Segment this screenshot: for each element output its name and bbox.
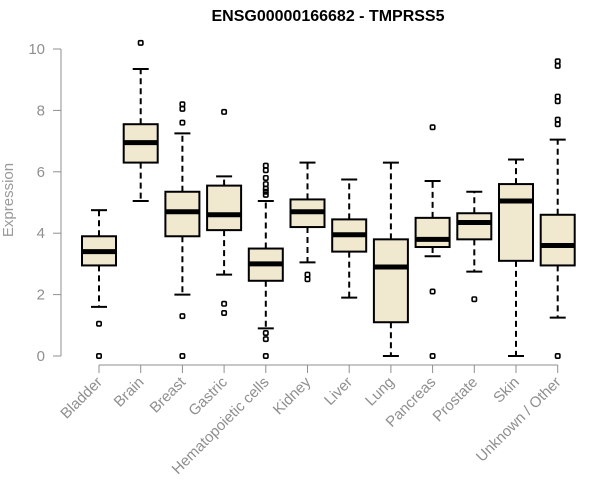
outlier-point	[554, 121, 561, 128]
outlier-point	[262, 352, 269, 359]
y-tick-label: 4	[37, 225, 45, 242]
outlier-point	[137, 39, 144, 46]
outlier-point	[429, 352, 436, 359]
y-tick-label: 2	[37, 287, 45, 304]
x-tick-label: Skin	[490, 374, 523, 407]
outlier-point	[262, 188, 269, 195]
outlier-point	[179, 101, 186, 108]
outlier-point	[96, 352, 103, 359]
outlier-point	[554, 352, 561, 359]
outlier-point	[429, 124, 436, 131]
box-rect	[206, 184, 243, 232]
box-rect	[498, 183, 534, 262]
x-tick-label: Kidney	[270, 373, 315, 418]
x-tick-label: Lung	[362, 374, 398, 410]
outlier-point	[304, 271, 311, 278]
outlier-point	[221, 300, 228, 307]
box-kidney	[289, 161, 326, 283]
outlier-point	[262, 191, 269, 198]
outlier-point	[262, 329, 269, 336]
y-tick-label: 6	[37, 164, 45, 181]
box-rect	[539, 213, 576, 267]
x-tick-label: Liver	[321, 374, 356, 409]
outlier-point	[262, 162, 269, 169]
box-prostate	[456, 190, 493, 303]
box-breast	[164, 101, 201, 359]
outlier-point	[429, 288, 436, 295]
y-tick-label: 8	[37, 102, 45, 119]
box-rect	[414, 216, 451, 249]
box-brain	[122, 39, 159, 202]
outlier-point	[304, 276, 311, 283]
y-axis: 0 2 4 6 8 10	[28, 41, 62, 365]
outlier-point	[179, 313, 186, 320]
outlier-point	[179, 105, 186, 112]
box-bladder	[81, 209, 117, 359]
outlier-point	[262, 174, 269, 181]
outlier-point	[471, 296, 478, 303]
box-gastric	[206, 108, 243, 317]
box-rect	[372, 238, 409, 324]
chart-title: ENSG00000166682 - TMPRSS5	[211, 8, 444, 25]
x-tick-label: Breast	[147, 373, 190, 416]
boxes-group	[81, 39, 576, 359]
outlier-point	[221, 108, 228, 115]
box-skin	[498, 158, 534, 357]
outlier-point	[262, 336, 269, 343]
outlier-point	[262, 185, 269, 192]
x-tick-label: Brain	[111, 374, 148, 411]
outlier-point	[96, 320, 103, 327]
box-unknown-other	[539, 58, 576, 359]
outlier-point	[179, 352, 186, 359]
outlier-point	[554, 98, 561, 105]
outlier-point	[554, 93, 561, 100]
y-axis-label: Expression	[0, 163, 17, 237]
box-lung	[372, 161, 409, 357]
outlier-point	[554, 116, 561, 123]
box-rect	[456, 212, 493, 241]
box-liver	[331, 178, 368, 299]
x-tick-label: Bladder	[57, 374, 106, 423]
outlier-point	[554, 58, 561, 65]
y-tick-label: 10	[28, 41, 45, 58]
outlier-point	[221, 310, 228, 317]
box-pancreas	[414, 124, 451, 359]
y-tick-label: 0	[37, 348, 45, 365]
outlier-point	[554, 62, 561, 69]
box-hematopoietic-cells	[247, 162, 284, 359]
outlier-point	[179, 119, 186, 126]
outlier-point	[262, 181, 269, 188]
outlier-point	[262, 167, 269, 174]
x-tick-label: Prostate	[430, 374, 482, 426]
